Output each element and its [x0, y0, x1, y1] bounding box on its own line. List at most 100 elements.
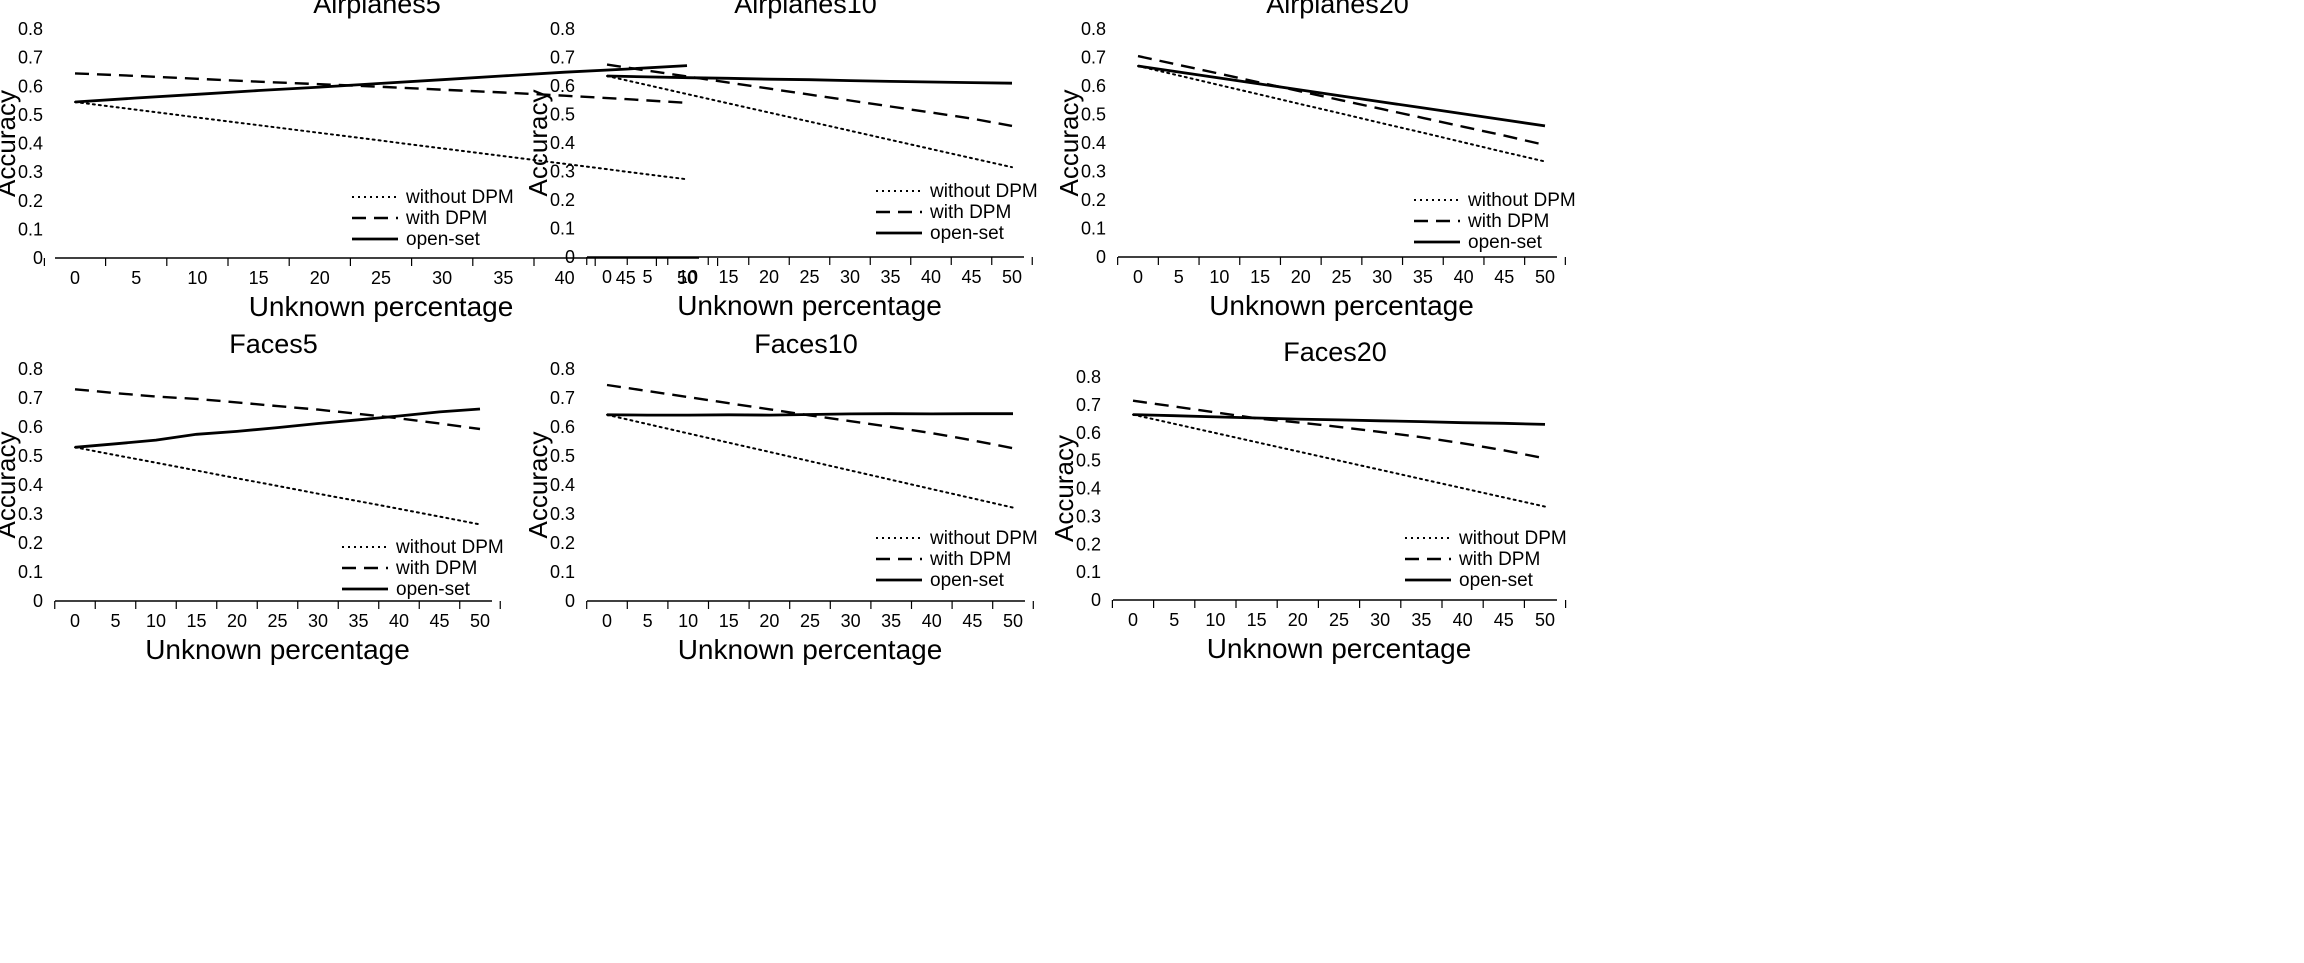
- series-line-dotted: [606, 75, 1013, 169]
- x-tick-label: 15: [186, 611, 206, 631]
- y-tick-label: 0.8: [18, 19, 43, 39]
- x-tick-label: 10: [187, 268, 207, 288]
- chart-title: Faces10: [754, 329, 858, 359]
- x-tick-label: 10: [146, 611, 166, 631]
- chart-title: Airplanes5: [313, 0, 441, 19]
- y-tick-label: 0.1: [550, 562, 575, 582]
- y-tick-label: 0: [565, 247, 575, 267]
- x-tick-label: 35: [881, 611, 901, 631]
- legend-label: with DPM: [929, 549, 1011, 570]
- x-tick-label: 35: [493, 268, 513, 288]
- x-axis-label: Unknown percentage: [678, 634, 943, 665]
- y-tick-label: 0.8: [18, 359, 43, 379]
- x-tick-label: 0: [1128, 610, 1138, 630]
- x-axis-label: Unknown percentage: [1207, 633, 1472, 664]
- x-axis-label: Unknown percentage: [249, 291, 514, 322]
- x-tick-label: 15: [249, 268, 269, 288]
- x-tick-label: 30: [841, 611, 861, 631]
- y-tick-label: 0: [33, 248, 43, 268]
- series-line-dashed: [606, 63, 1013, 128]
- y-tick-label: 0.6: [18, 417, 43, 437]
- legend-label: without DPM: [1458, 528, 1567, 549]
- chart-title: Faces20: [1283, 337, 1387, 367]
- y-tick-label: 0.8: [1081, 19, 1106, 39]
- y-tick-label: 0: [1096, 247, 1106, 267]
- y-tick-label: 0.1: [18, 562, 43, 582]
- x-tick-label: 40: [1454, 267, 1474, 287]
- series-line-solid: [606, 74, 1013, 85]
- legend-label: open-set: [930, 223, 1005, 244]
- legend-label: with DPM: [1467, 211, 1549, 232]
- y-tick-label: 0.5: [550, 446, 575, 466]
- y-tick-label: 0.2: [1081, 190, 1106, 210]
- series-line-dotted: [74, 446, 481, 526]
- x-tick-label: 35: [1411, 610, 1431, 630]
- x-tick-label: 0: [70, 268, 80, 288]
- x-tick-label: 5: [643, 611, 653, 631]
- y-tick-label: 0.5: [1081, 105, 1106, 125]
- y-tick-label: 0: [33, 591, 43, 611]
- y-tick-label: 0.2: [1076, 534, 1101, 554]
- y-tick-label: 0.7: [550, 388, 575, 408]
- y-tick-label: 0.6: [18, 76, 43, 96]
- legend-label: open-set: [1459, 570, 1534, 591]
- y-tick-label: 0.2: [18, 533, 43, 553]
- series-line-solid: [74, 64, 688, 104]
- legend-label: without DPM: [395, 537, 504, 558]
- chart-panel-1: Airplanes10 0 5 10 15 20 25 30 35 40 45 50 0 0.1 0.2 0.…: [523, 0, 1038, 321]
- series-line-dotted: [606, 413, 1014, 509]
- series-line-solid: [606, 412, 1013, 417]
- x-tick-label: 30: [432, 268, 452, 288]
- x-tick-label: 40: [922, 611, 942, 631]
- y-tick-label: 0.4: [1081, 133, 1106, 153]
- y-tick-label: 0.6: [1076, 423, 1101, 443]
- x-tick-label: 10: [678, 611, 698, 631]
- series-line-dashed: [74, 72, 688, 105]
- x-tick-label: 25: [371, 268, 391, 288]
- legend-label: with DPM: [405, 208, 487, 229]
- y-tick-label: 0.5: [18, 105, 43, 125]
- y-axis-label: Accuracy: [1054, 90, 1084, 197]
- x-tick-label: 40: [389, 611, 409, 631]
- x-tick-label: 30: [308, 611, 328, 631]
- y-tick-label: 0.2: [550, 533, 575, 553]
- y-tick-label: 0: [1091, 590, 1101, 610]
- legend-label: with DPM: [1458, 549, 1540, 570]
- x-tick-label: 30: [840, 267, 860, 287]
- legend-label: open-set: [406, 229, 481, 250]
- y-tick-label: 0.3: [18, 162, 43, 182]
- x-tick-label: 5: [642, 267, 652, 287]
- y-tick-label: 0.3: [1081, 162, 1106, 182]
- legend-label: with DPM: [395, 558, 477, 579]
- y-tick-label: 0.6: [550, 417, 575, 437]
- x-tick-label: 50: [1003, 611, 1023, 631]
- y-tick-label: 0.7: [18, 48, 43, 68]
- x-tick-label: 5: [1174, 267, 1184, 287]
- x-tick-label: 45: [961, 267, 981, 287]
- series-line-dashed: [74, 388, 481, 431]
- legend-label: without DPM: [405, 187, 514, 208]
- x-tick-label: 45: [1494, 267, 1514, 287]
- y-tick-label: 0.4: [1076, 479, 1101, 499]
- x-tick-label: 45: [616, 268, 636, 288]
- y-tick-label: 0.3: [550, 162, 575, 182]
- x-tick-label: 25: [1329, 610, 1349, 630]
- x-tick-label: 20: [227, 611, 247, 631]
- y-tick-label: 0.3: [550, 504, 575, 524]
- x-tick-label: 50: [1535, 267, 1555, 287]
- x-tick-label: 50: [470, 611, 490, 631]
- y-tick-label: 0.1: [1081, 219, 1106, 239]
- x-tick-label: 25: [799, 267, 819, 287]
- x-tick-label: 45: [1494, 610, 1514, 630]
- x-tick-label: 35: [348, 611, 368, 631]
- x-axis-label: Unknown percentage: [677, 290, 942, 321]
- y-tick-label: 0.8: [1076, 367, 1101, 387]
- y-tick-label: 0.4: [18, 475, 43, 495]
- y-axis-label: Accuracy: [0, 90, 21, 197]
- y-tick-label: 0.3: [18, 504, 43, 524]
